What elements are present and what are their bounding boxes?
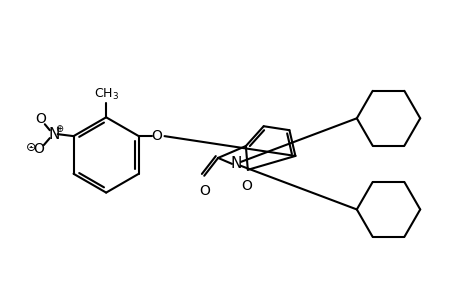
Text: N: N xyxy=(48,127,59,142)
Text: O: O xyxy=(241,179,252,193)
Text: –: – xyxy=(28,142,34,152)
Text: N: N xyxy=(230,156,241,171)
Text: O: O xyxy=(34,142,44,156)
Text: ⊙: ⊙ xyxy=(26,140,36,154)
Text: CH$_3$: CH$_3$ xyxy=(93,87,118,102)
Text: O: O xyxy=(35,112,46,126)
Text: O: O xyxy=(198,184,209,198)
Text: O: O xyxy=(151,129,162,143)
Text: ⊕: ⊕ xyxy=(56,124,64,134)
